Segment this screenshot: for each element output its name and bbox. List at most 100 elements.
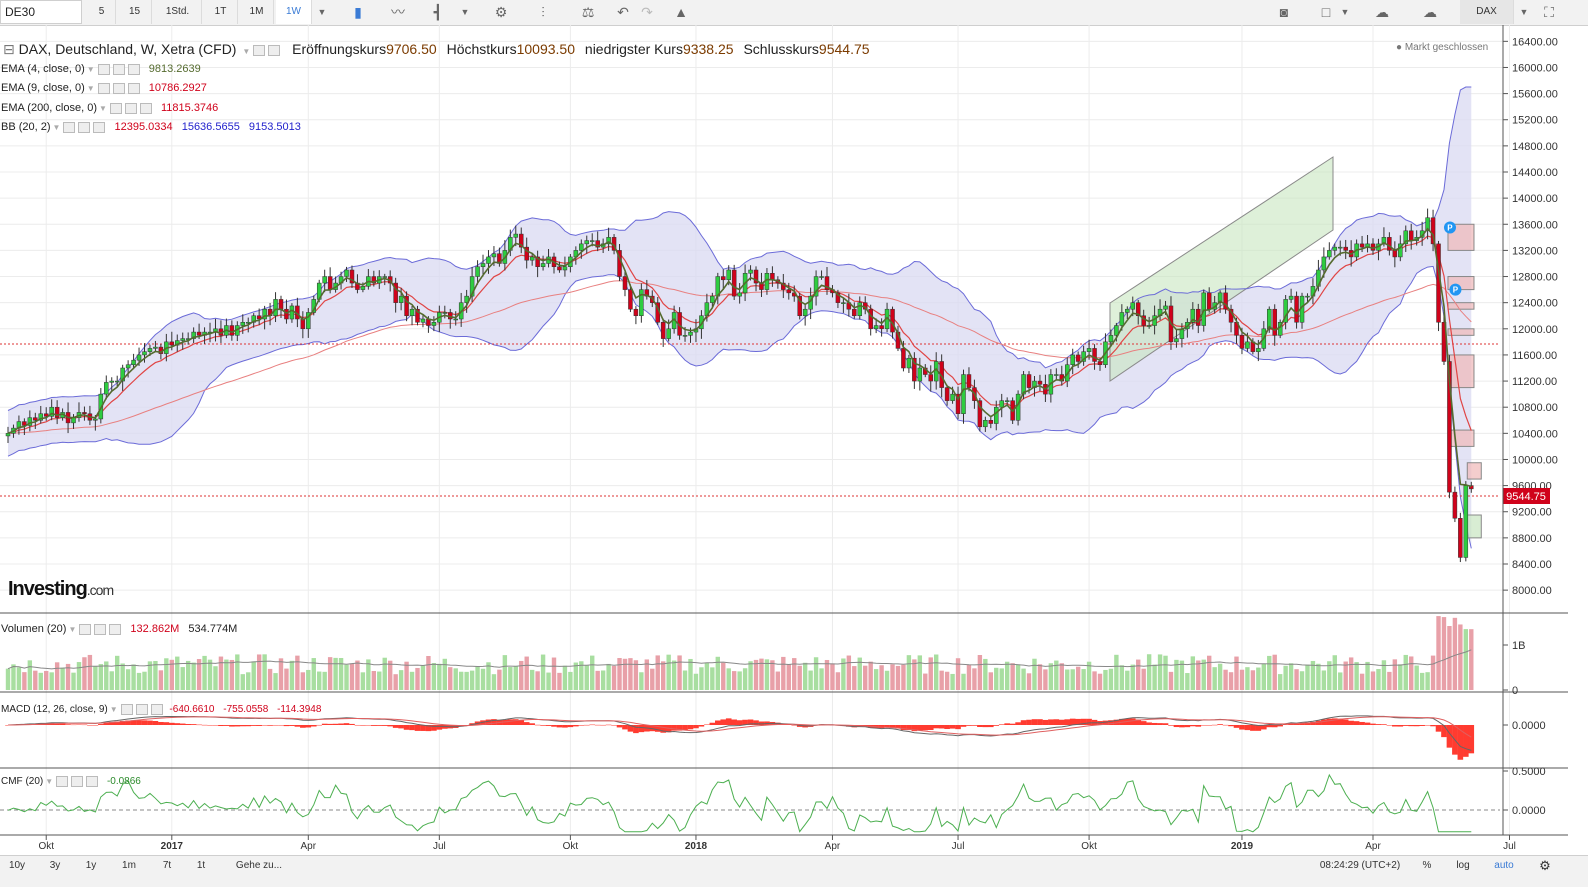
macd-bar (747, 719, 754, 725)
macd-bar (1146, 722, 1152, 725)
symbol-badge[interactable]: DAX (1460, 0, 1514, 24)
volume-bar (792, 658, 797, 690)
timeframe-1std[interactable]: 1Std. (154, 0, 202, 24)
percent-toggle[interactable]: % (1422, 860, 1432, 871)
range-1m[interactable]: 1m (122, 860, 136, 871)
timeframe-1w[interactable]: 1W (276, 0, 312, 24)
range-1t[interactable]: 1t (196, 860, 206, 871)
candle (480, 254, 486, 277)
macd-bar (239, 725, 246, 727)
volume-bar (731, 671, 737, 690)
timeframe-5[interactable]: 5 (88, 0, 116, 24)
camera-icon[interactable]: ◙ (1279, 4, 1289, 20)
indicators-icon[interactable]: ⫶ (541, 4, 545, 20)
cloud-download-icon[interactable]: ☁ (1375, 4, 1389, 20)
macd-bar (1075, 718, 1081, 725)
price-tick-label: 15600.00 (1512, 89, 1558, 101)
macd-bar (988, 725, 994, 728)
chevron-down-icon[interactable]: ▼ (1340, 7, 1350, 17)
macd-bar (698, 725, 705, 727)
volume-bar (246, 672, 251, 690)
volume-bar (551, 657, 557, 690)
ema4-legend[interactable]: EMA (4, close, 0) ▼ 9813.2639 (1, 63, 201, 75)
volume-bar (786, 664, 791, 690)
range-3y[interactable]: 3y (49, 860, 61, 871)
candle (54, 400, 60, 425)
line-chart-icon[interactable]: 〰 (391, 4, 405, 20)
volume-bar (1059, 663, 1064, 690)
macd-bar (1413, 725, 1420, 727)
volume-bar (1452, 617, 1458, 690)
volume-bar (726, 668, 731, 690)
volume-bar (841, 658, 846, 690)
collapse-icon[interactable]: ⊟ (3, 41, 15, 57)
volume-ma-line (7, 649, 1472, 670)
chevron-down-icon[interactable]: ▼ (317, 7, 327, 17)
macd-bar (982, 725, 989, 728)
candle (256, 308, 262, 326)
candle (109, 377, 114, 392)
cloud-upload-icon[interactable]: ☁ (1423, 4, 1437, 20)
gear-icon[interactable] (268, 44, 281, 56)
volume-bar (1239, 669, 1245, 690)
gear-icon[interactable]: ⚙ (1539, 858, 1551, 873)
price-tick-label: 14400.00 (1512, 167, 1558, 179)
candle (38, 405, 44, 424)
volume-bar (218, 656, 224, 690)
symbol-input[interactable]: DE30 (0, 0, 82, 24)
chart-area[interactable]: PP 8000.008400.008800.009200.009600.0010… (0, 25, 1588, 855)
redo-icon[interactable]: ↷ (641, 4, 653, 20)
time-tick-label: 2019 (1231, 841, 1254, 852)
volume-bar (33, 670, 38, 690)
volume-bar (1387, 671, 1392, 690)
layout-icon[interactable]: □ (1321, 4, 1331, 20)
macd-legend[interactable]: MACD (12, 26, close, 9) ▼ -640.6610 -755.… (1, 704, 322, 716)
chevron-down-icon[interactable]: ▼ (460, 7, 470, 17)
sub-axis-label: 1B (1512, 640, 1525, 652)
fullscreen-icon[interactable]: ⛶ (1544, 4, 1554, 20)
volume-bar (781, 656, 786, 690)
ema200-legend[interactable]: EMA (200, close, 0) ▼ 11815.3746 (1, 102, 219, 114)
range-10y[interactable]: 10y (8, 860, 26, 871)
volume-bar (1026, 673, 1032, 690)
candle (322, 269, 327, 293)
macd-bar (387, 725, 393, 727)
volume-legend[interactable]: Volumen (20) ▼ 132.862M 534.774M (1, 623, 238, 635)
chart-legend: ⊟ DAX, Deutschland, W, Xetra (CFD) ▼ Erö… (3, 41, 870, 57)
volume-bar (977, 655, 983, 690)
macd-bar (720, 719, 727, 725)
macd-bar (125, 720, 131, 725)
candle (344, 266, 349, 282)
undo-icon[interactable]: ↶ (617, 4, 629, 20)
chevron-down-icon[interactable]: ▼ (1519, 7, 1529, 17)
macd-bar (900, 725, 907, 731)
volume-bar (1130, 664, 1135, 690)
log-toggle[interactable]: log (1456, 860, 1470, 871)
timeframe-15[interactable]: 15 (118, 0, 152, 24)
cmf-legend[interactable]: CMF (20) ▼ -0.0866 (1, 776, 141, 788)
gear-icon[interactable]: ⚙ (494, 4, 508, 20)
goto-date[interactable]: Gehe zu... (235, 860, 283, 871)
candlestick-icon[interactable]: ▮ (354, 4, 362, 20)
bar-chart-icon[interactable]: ┫ (433, 4, 443, 20)
timeframe-1m[interactable]: 1M (240, 0, 274, 24)
volume-bar (644, 659, 650, 690)
candle (852, 302, 857, 319)
ema4-line (7, 227, 1472, 488)
volume-bar (497, 669, 502, 690)
time-tick-label: Jul (952, 841, 965, 852)
auto-toggle[interactable]: auto (1494, 860, 1514, 871)
bb-legend[interactable]: BB (20, 2) ▼ 12395.0334 15636.5655 9153.5… (1, 121, 301, 133)
volume-bar (256, 654, 262, 690)
volume-bar (382, 657, 387, 690)
volume-bar (213, 666, 218, 690)
candle (1403, 225, 1409, 252)
timeframe-1t[interactable]: 1T (204, 0, 238, 24)
alert-icon[interactable]: ▲ (674, 4, 688, 20)
ema9-legend[interactable]: EMA (9, close, 0) ▼ 10786.2927 (1, 82, 207, 94)
settings-icon[interactable] (253, 44, 266, 56)
compare-icon[interactable]: ⚖ (581, 4, 595, 20)
range-7t[interactable]: 7t (162, 860, 172, 871)
macd-bar (654, 725, 661, 732)
range-1y[interactable]: 1y (85, 860, 97, 871)
